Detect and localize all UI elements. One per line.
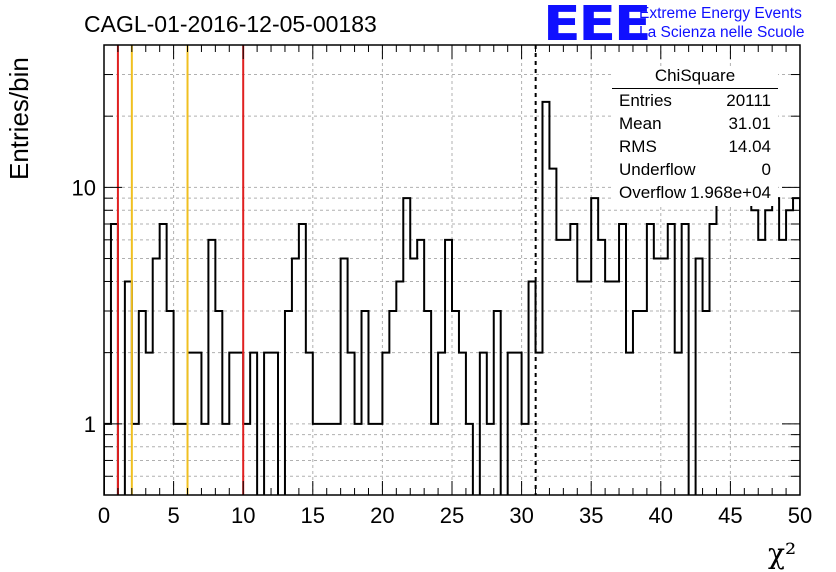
eee-logo-text: Extreme Energy Events La Scienza nelle S… bbox=[639, 4, 836, 42]
stats-value: 20111 bbox=[726, 91, 771, 110]
stats-key: Overflow bbox=[619, 183, 687, 202]
chart-title: CAGL-01-2016-12-05-00183 bbox=[84, 11, 377, 37]
stats-key: Underflow bbox=[619, 160, 696, 179]
stats-box: ChiSquare Entries 20111 Mean 31.01 RMS 1… bbox=[612, 66, 778, 206]
y-axis-label: Entries/bin bbox=[4, 57, 34, 180]
stats-value: 14.04 bbox=[728, 137, 771, 156]
x-tick-label: 5 bbox=[167, 503, 179, 528]
stats-row-underflow: Underflow 0 bbox=[619, 160, 771, 183]
eee-logo-mark: EEE bbox=[543, 0, 652, 52]
x-tick-label: 15 bbox=[301, 503, 325, 528]
x-axis-label: χ² bbox=[768, 537, 797, 570]
stats-key: RMS bbox=[619, 137, 657, 156]
x-tick-label: 25 bbox=[440, 503, 464, 528]
stats-value: 0 bbox=[761, 160, 771, 179]
x-tick-label: 45 bbox=[718, 503, 742, 528]
logo-line-2: La Scienza nelle Scuole bbox=[639, 24, 805, 41]
stats-value: 1.968e+04 bbox=[690, 183, 771, 202]
stats-title: ChiSquare bbox=[654, 66, 736, 85]
x-tick-label: 35 bbox=[579, 503, 603, 528]
stats-key: Mean bbox=[619, 114, 662, 133]
stats-row-mean: Mean 31.01 bbox=[619, 114, 771, 137]
stats-row-overflow: Overflow 1.968e+04 bbox=[619, 183, 771, 206]
eee-logo: EEE Extreme Energy Events La Scienza nel… bbox=[543, 0, 804, 48]
histogram-series bbox=[104, 100, 800, 495]
stats-divider bbox=[612, 88, 778, 89]
logo-line-1: Extreme Energy Events bbox=[639, 5, 802, 22]
x-tick-label: 30 bbox=[509, 503, 533, 528]
y-tick-label: 1 bbox=[84, 412, 96, 437]
x-tick-label: 20 bbox=[370, 503, 394, 528]
x-tick-label: 0 bbox=[98, 503, 110, 528]
stats-key: Entries bbox=[619, 91, 672, 110]
x-tick-label: 50 bbox=[788, 503, 812, 528]
stats-row-entries: Entries 20111 bbox=[619, 91, 771, 114]
stats-value: 31.01 bbox=[728, 114, 771, 133]
y-tick-label: 10 bbox=[72, 175, 96, 200]
x-tick-label: 40 bbox=[649, 503, 673, 528]
stats-row-rms: RMS 14.04 bbox=[619, 137, 771, 160]
x-tick-label: 10 bbox=[231, 503, 255, 528]
